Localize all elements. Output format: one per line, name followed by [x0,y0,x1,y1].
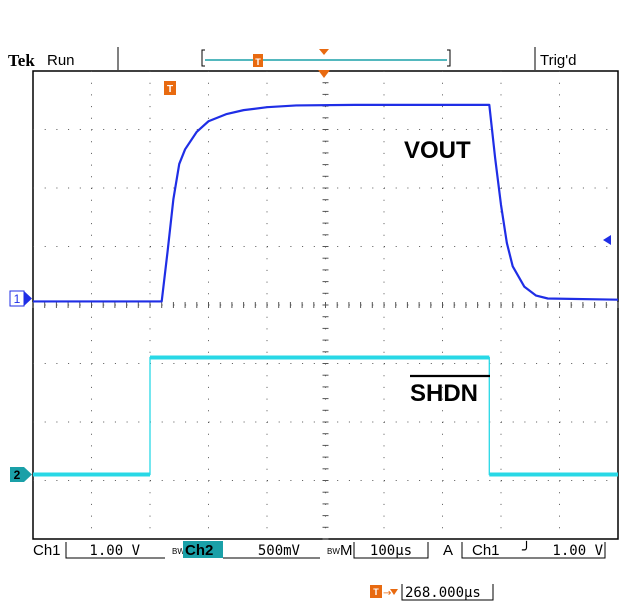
run-state-label: Run [47,52,75,69]
timebase-bw-label: BW [327,547,340,556]
ch1-label: Ch1 [33,542,61,559]
ch2-ground-marker[interactable]: 2 [10,467,32,482]
vout-annotation: VOUT [404,137,471,164]
svg-text:T: T [373,587,379,597]
trigger-pointer-small-icon [390,589,398,595]
svg-text:T: T [255,57,261,67]
arrow-right-icon: → [383,588,391,599]
center-axes [32,70,619,540]
trigger-position-readout[interactable]: T → 268.000µs [370,584,494,601]
acq-mode-label: A [443,542,453,559]
brand-label: Tek [8,51,35,70]
ch2-label[interactable]: Ch2 [185,542,213,559]
trigger-position-value: 268.000µs [405,585,481,601]
record-trigger-pointer-icon [319,49,329,55]
trigger-slope-icon[interactable]: ╯ [521,540,531,559]
trigger-position-marker[interactable]: T [164,70,330,95]
svg-text:T: T [167,84,173,95]
svg-text:2: 2 [14,468,21,482]
trigger-state-label: Trig'd [540,52,576,69]
trigger-t-icon [164,81,176,95]
shdn-annotation: SHDN [410,380,478,407]
ch2-bw-label: BW [172,547,185,556]
trigger-level-marker-icon[interactable] [603,235,611,245]
trigger-pointer-icon [318,70,330,78]
svg-text:1: 1 [14,292,21,306]
timebase-value[interactable]: 100µs [370,543,412,559]
trigger-level[interactable]: 1.00 V [552,543,603,559]
trigger-source[interactable]: Ch1 [472,542,500,559]
ch2-scale[interactable]: 500mV [258,543,301,559]
ch1-vout-trace [33,103,619,303]
record-trigger-box-icon [253,54,263,67]
trigger-t-small-icon [370,585,382,598]
ch1-ground-marker[interactable]: 1 [9,290,32,307]
header-bar: Tek Run Trig'd T [8,47,576,70]
ch1-scale[interactable]: 1.00 V [89,543,140,559]
graticule [32,70,619,540]
record-position-bar[interactable]: T [201,49,451,67]
status-bar: Ch1 1.00 V BW Ch2 500mV BW M 100µs A Ch1… [33,540,606,559]
timebase-m-label: M [340,542,353,559]
